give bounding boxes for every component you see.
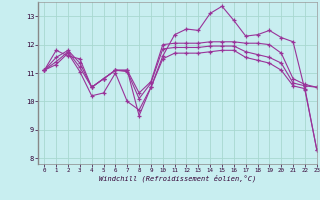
- X-axis label: Windchill (Refroidissement éolien,°C): Windchill (Refroidissement éolien,°C): [99, 175, 256, 182]
